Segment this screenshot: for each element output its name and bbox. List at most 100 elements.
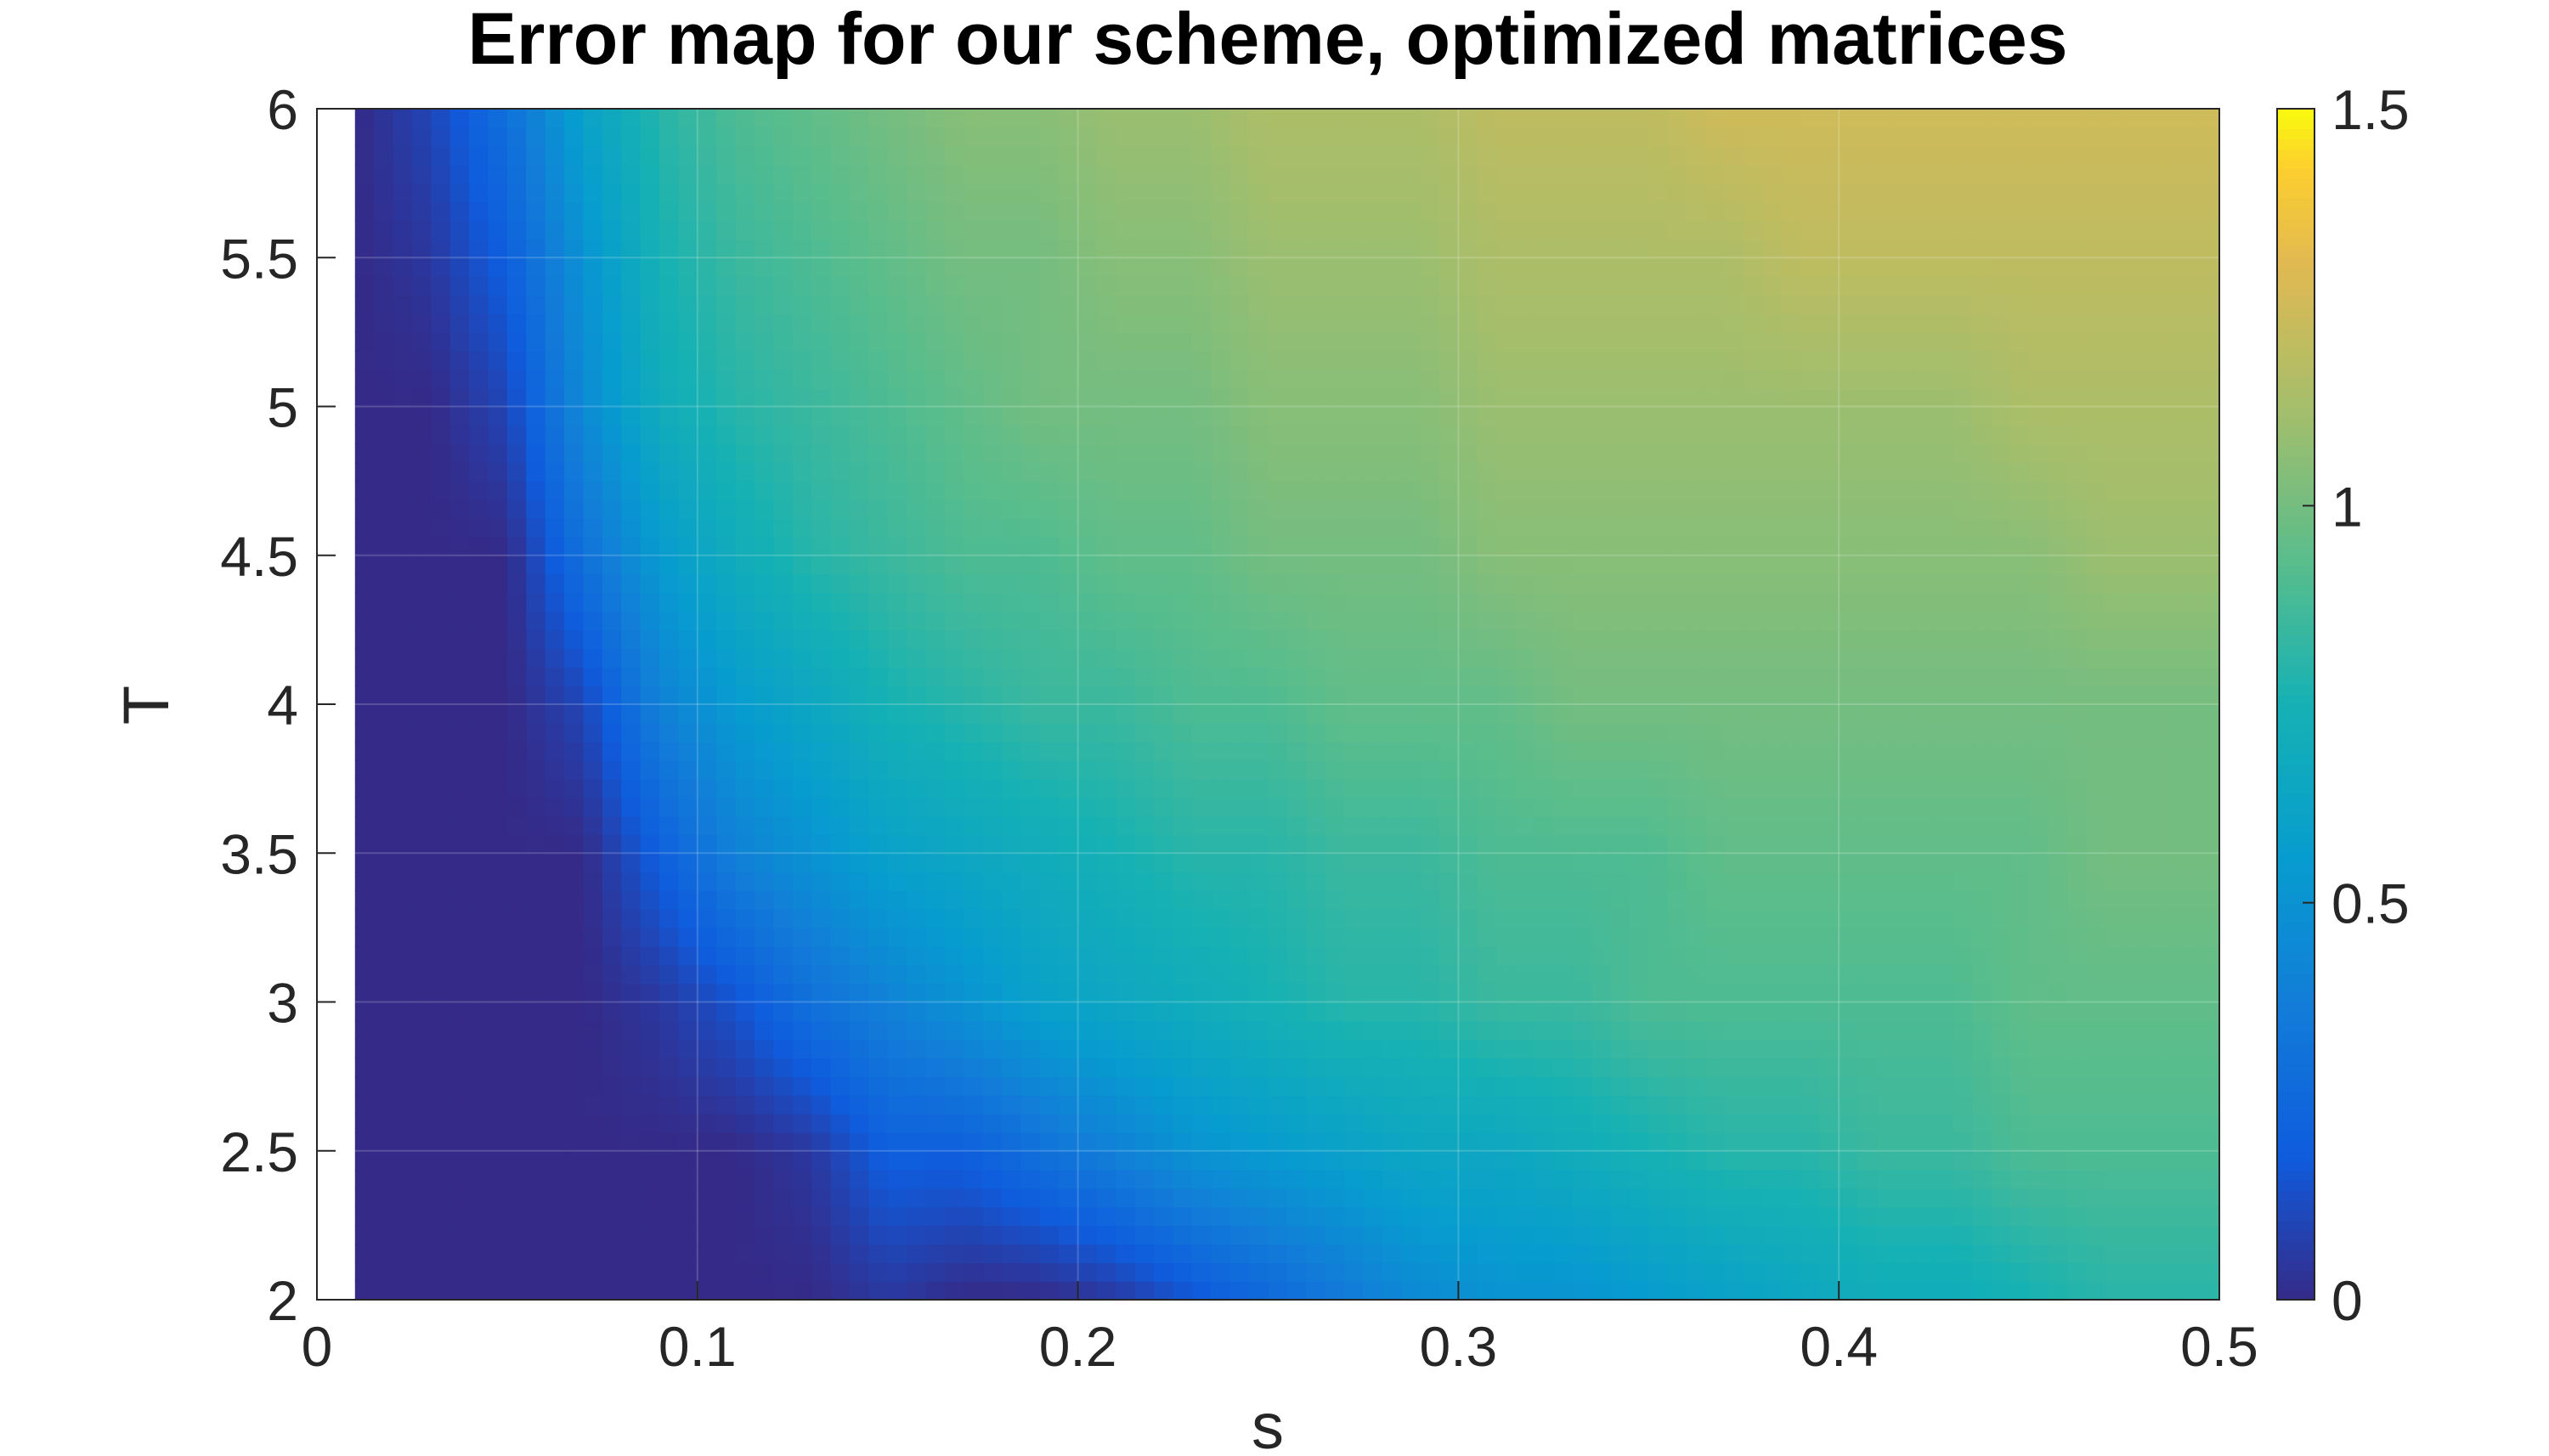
heatmap-cell [602,648,623,668]
heatmap-cell [2086,759,2106,780]
heatmap-cell [2162,686,2183,705]
heatmap-cell [1134,667,1155,686]
heatmap-cell [1077,1039,1098,1059]
heatmap-cell [1477,1095,1497,1115]
heatmap-cell [1496,350,1517,370]
heatmap-cell [1800,387,1821,408]
heatmap-cell [1876,1150,1897,1171]
heatmap-cell [2066,1281,2088,1301]
heatmap-cell [1591,1020,1612,1041]
heatmap-cell [1515,481,1535,500]
heatmap-cell [411,573,432,594]
heatmap-cell [1134,387,1155,408]
heatmap-cell [431,667,451,686]
heatmap-cell [1591,406,1612,426]
heatmap-cell [1591,555,1612,575]
heatmap-cell [697,481,717,500]
heatmap-cell [716,815,737,836]
heatmap-cell [792,1281,812,1301]
heatmap-cell [1191,1244,1212,1263]
heatmap-cell [849,1262,870,1282]
heatmap-cell [1591,387,1612,408]
heatmap-cell [2162,1020,2183,1041]
heatmap-cell [830,1169,851,1189]
heatmap-cell [1002,425,1022,445]
heatmap-cell [678,964,698,985]
heatmap-cell [1286,1206,1308,1227]
heatmap-cell [1211,1281,1231,1301]
heatmap-cell [982,369,1003,389]
heatmap-cell [1515,945,1535,966]
heatmap-cell [2048,1225,2068,1245]
heatmap-cell [982,443,1003,464]
heatmap-cell [411,741,432,761]
heatmap-cell [1744,443,1764,464]
heatmap-cell [1782,517,1802,538]
heatmap-cell [1610,853,1631,872]
heatmap-cell [393,667,413,686]
heatmap-cell [564,667,585,686]
heatmap-cell [526,945,546,966]
heatmap-cell [982,629,1003,650]
heatmap-cell [1249,592,1269,612]
heatmap-cell [868,536,889,556]
heatmap-cell [1306,1188,1326,1208]
heatmap-cell [2029,1244,2049,1263]
heatmap-cell [1002,1002,1022,1022]
heatmap-cell [1553,387,1574,408]
heatmap-cell [1211,1020,1231,1041]
heatmap-cell [1744,555,1764,575]
heatmap-cell [2048,1039,2068,1059]
heatmap-cell [1134,462,1155,482]
heatmap-cell [1477,983,1497,1003]
heatmap-cell [1477,592,1497,612]
heatmap-cell [1096,536,1117,556]
heatmap-cell [1249,834,1269,855]
heatmap-cell [1876,406,1897,426]
heatmap-cell [678,387,698,408]
heatmap-cell [2143,517,2163,538]
heatmap-cell [1134,425,1155,445]
heatmap-cell [735,1132,755,1152]
heatmap-cell [1059,425,1079,445]
heatmap-cell [1819,667,1840,686]
heatmap-cell [1020,350,1041,370]
heatmap-cell [1420,945,1440,966]
heatmap-cell [1534,890,1555,910]
heatmap-cell [564,1150,585,1171]
heatmap-cell [1610,462,1631,482]
heatmap-cell [754,443,775,464]
heatmap-cell [2162,481,2183,500]
heatmap-cell [393,964,413,985]
heatmap-cell [1971,1150,1992,1171]
heatmap-cell [773,481,794,500]
heatmap-cell [678,611,698,631]
heatmap-cell [964,481,984,500]
heatmap-cell [1553,350,1574,370]
heatmap-cell [1401,704,1421,724]
heatmap-cell [754,759,775,780]
heatmap-cell [526,722,546,742]
heatmap-cell [925,350,946,370]
heatmap-cell [830,815,851,836]
heatmap-cell [868,872,889,891]
heatmap-cell [545,890,565,910]
heatmap-cell [754,425,775,445]
heatmap-cell [2066,1169,2088,1189]
heatmap-cell [1971,1206,1992,1227]
heatmap-cell [773,1262,794,1282]
heatmap-cell [697,927,717,947]
heatmap-cell [469,555,489,575]
heatmap-cell [678,1132,698,1152]
heatmap-cell [526,1020,546,1041]
heatmap-cell [1705,759,1726,780]
heatmap-cell [1249,1150,1269,1171]
heatmap-cell [2181,927,2201,947]
heatmap-cell [1991,611,2011,631]
heatmap-cell [1077,648,1098,668]
heatmap-cell [907,1188,927,1208]
heatmap-cell [1896,686,1916,705]
heatmap-cell [1154,629,1174,650]
heatmap-cell [1687,592,1707,612]
heatmap-cell [868,481,889,500]
